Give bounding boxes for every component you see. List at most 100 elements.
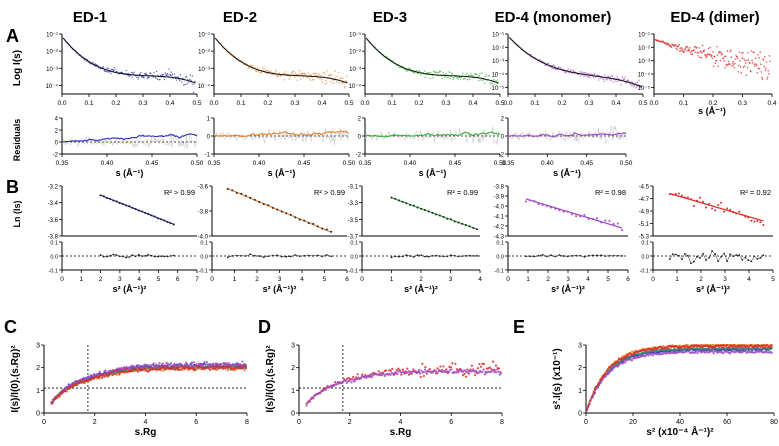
B5-xtick-label: 3 bbox=[723, 276, 727, 283]
A-data-point bbox=[675, 47, 677, 50]
A-data-point bbox=[631, 84, 633, 87]
C-kratky-point bbox=[103, 375, 106, 378]
A4-xtick-label: 0.5 bbox=[638, 100, 647, 107]
A-data-point bbox=[680, 47, 683, 49]
B-r2-label: R² > 0.99 bbox=[314, 188, 345, 197]
A-data-point bbox=[321, 79, 323, 81]
D-kratky-point bbox=[449, 366, 452, 369]
A-data-point bbox=[746, 59, 748, 61]
E-porod-point bbox=[617, 364, 620, 367]
B-data-point bbox=[741, 213, 744, 216]
D-kratky-point bbox=[335, 382, 338, 386]
residual-smooth-line bbox=[213, 130, 350, 138]
A-data-point bbox=[730, 49, 732, 51]
A-data-point bbox=[322, 71, 324, 74]
B-data-point bbox=[591, 218, 594, 221]
A-data-point bbox=[457, 78, 459, 80]
D-kratky-point bbox=[308, 400, 312, 403]
D-kratky-point bbox=[463, 372, 466, 376]
C-kratky-xlabel: s.Rg bbox=[135, 427, 157, 438]
C-kratky-ytick-label: 2 bbox=[36, 365, 40, 372]
A-data-point bbox=[747, 59, 750, 61]
C-kratky-xtick-label: 2 bbox=[93, 419, 97, 426]
B1-ytick-label: -3.4 bbox=[48, 201, 59, 207]
A-data-point bbox=[256, 67, 259, 69]
B-data-point bbox=[608, 220, 611, 223]
R4-xtick-label: 0.35 bbox=[502, 160, 515, 167]
A-data-point bbox=[92, 61, 94, 64]
A-data-point bbox=[313, 73, 316, 75]
A5-xtick-label: 0.3 bbox=[738, 100, 747, 107]
E-porod-ylabel: s².I(s) (x10⁻¹) bbox=[552, 348, 563, 409]
A-data-point bbox=[603, 74, 606, 76]
B-data-point bbox=[689, 198, 692, 201]
A-data-point bbox=[274, 69, 277, 72]
A-data-point bbox=[317, 77, 319, 79]
A-data-point bbox=[252, 65, 254, 67]
A-data-point bbox=[476, 73, 478, 76]
C-kratky-point bbox=[82, 381, 85, 384]
D-kratky-panel: 0 2 4 6 8 3 2 1 0 s.Rg I(s)/I(0).(s.Rg)² bbox=[265, 343, 504, 439]
A-data-point bbox=[443, 76, 446, 78]
B-data-point bbox=[294, 216, 297, 219]
A-data-point bbox=[755, 64, 758, 66]
D-kratky-point bbox=[461, 374, 465, 377]
D-kratky-point bbox=[351, 378, 354, 381]
R2-xtick-label: 0.35 bbox=[208, 160, 221, 167]
D-kratky-xlabel: s.Rg bbox=[390, 427, 412, 438]
A-data-point bbox=[169, 74, 172, 77]
B2-xtick-label: 3 bbox=[278, 276, 282, 283]
A-data-point bbox=[429, 77, 431, 80]
A-data-point bbox=[249, 64, 252, 67]
A-data-point bbox=[187, 78, 189, 80]
A-data-point bbox=[136, 76, 138, 78]
B2-xtick-label: 6 bbox=[345, 276, 349, 283]
A-data-point bbox=[190, 79, 192, 82]
C-kratky-point bbox=[152, 362, 156, 365]
B-data-point bbox=[289, 213, 292, 216]
E-porod-point bbox=[747, 346, 750, 349]
A1-xtick-label: 0.2 bbox=[111, 100, 120, 107]
R1-xtick-label: 0.35 bbox=[56, 160, 69, 167]
B2-ytick-label: -3.6 bbox=[198, 185, 209, 191]
C-kratky-point bbox=[178, 366, 181, 369]
A-data-point bbox=[551, 64, 554, 67]
D-kratky-point bbox=[407, 370, 411, 373]
A-data-point bbox=[761, 76, 763, 79]
B-data-point bbox=[705, 206, 708, 209]
A-data-point bbox=[140, 71, 142, 74]
R1-ytick-label: 4 bbox=[55, 117, 59, 123]
E-porod-point bbox=[738, 349, 742, 352]
B-data-point bbox=[612, 222, 615, 225]
R4-ytick-label: 0 bbox=[501, 135, 505, 141]
C-kratky-point bbox=[136, 370, 139, 373]
A-data-point bbox=[609, 79, 611, 81]
residual-raw-line bbox=[61, 132, 198, 149]
A-data-point bbox=[278, 72, 281, 75]
A-data-point bbox=[707, 52, 709, 55]
B-data-point bbox=[692, 205, 695, 208]
A-data-point bbox=[751, 59, 753, 62]
B-data-point bbox=[325, 228, 328, 231]
A-data-point bbox=[308, 77, 310, 80]
R1-ytick-label: 2 bbox=[55, 129, 59, 135]
E-porod-xtick-label: 0 bbox=[584, 419, 588, 426]
D-kratky-point bbox=[420, 369, 423, 372]
B-fit-line bbox=[669, 192, 764, 222]
B-data-point bbox=[472, 226, 475, 229]
A-data-point bbox=[156, 78, 158, 80]
E-porod-point bbox=[694, 351, 697, 354]
B-data-point bbox=[698, 196, 701, 199]
A5-xtick-label: 0.4 bbox=[767, 100, 776, 107]
A-data-point bbox=[698, 56, 701, 59]
A-data-point bbox=[740, 72, 742, 74]
A-data-point bbox=[760, 71, 763, 73]
A-data-point bbox=[684, 47, 687, 50]
C-kratky-point bbox=[176, 368, 180, 371]
C-kratky-point bbox=[173, 363, 176, 366]
A-data-point bbox=[747, 51, 749, 54]
C-kratky-point bbox=[212, 365, 215, 368]
D-kratky-point bbox=[436, 372, 439, 375]
A-data-point bbox=[329, 74, 331, 77]
B4-ytick-label: -4.3 bbox=[494, 235, 505, 241]
